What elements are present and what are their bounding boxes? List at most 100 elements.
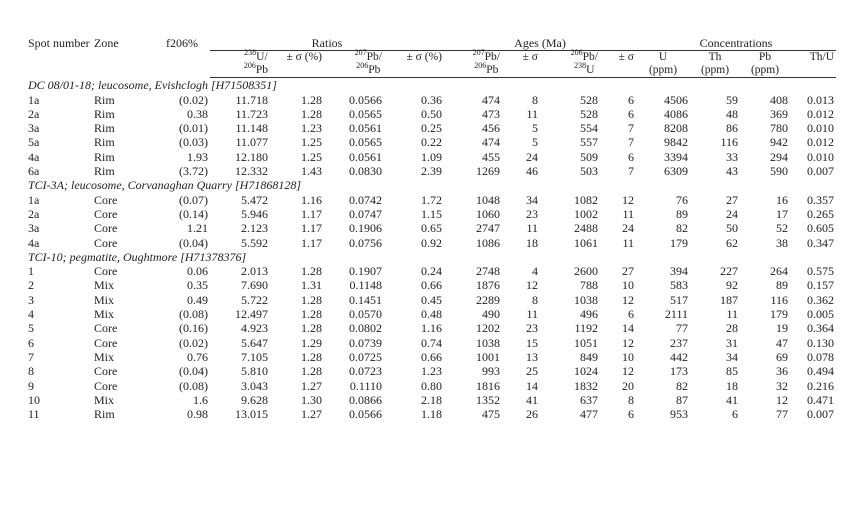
cell-age-207-206: 474 (482, 92, 500, 107)
cell-pb-ppm: 408 (770, 92, 788, 107)
cell-pb207-pb206: 0.0725 (349, 349, 382, 364)
cell-age-err-1: 11 (526, 307, 538, 322)
cell-u-ppm: 237 (670, 335, 688, 350)
header-th-u: Th/U (790, 50, 836, 79)
cell-age-err-1: 41 (526, 392, 538, 407)
cell-spot: 11 (28, 407, 40, 422)
cell-zone: Core (94, 221, 118, 236)
cell-u-ppm: 8208 (664, 121, 688, 136)
cell-age-207-206: 1038 (476, 335, 500, 350)
cell-ratio-err-2: 2.18 (421, 392, 442, 407)
cell-th-ppm: 34 (726, 349, 738, 364)
cell-pb207-pb206: 0.0830 (349, 164, 382, 179)
cell-age-err-2: 10 (622, 278, 634, 293)
cell-age-err-1: 8 (532, 92, 538, 107)
cell-u-ppm: 4506 (664, 92, 688, 107)
cell-spot: 4a (28, 149, 40, 164)
cell-th-u: 0.357 (807, 192, 834, 207)
cell-spot: 2a (28, 206, 40, 221)
cell-age-err-1: 15 (526, 335, 538, 350)
cell-ratio-err-2: 0.22 (421, 135, 442, 150)
cell-age-err-1: 5 (532, 121, 538, 136)
cell-f206: (0.08) (179, 378, 208, 393)
cell-age-206-238: 637 (580, 392, 598, 407)
cell-ratio-err-2: 0.74 (421, 335, 442, 350)
cell-age-207-206: 2747 (476, 221, 500, 236)
cell-th-u: 0.010 (807, 121, 834, 136)
cell-ratio-err-2: 0.36 (421, 92, 442, 107)
table-body: DC 08/01-18; leucosome, Evishclogh [H715… (26, 78, 836, 422)
cell-th-u: 0.216 (807, 378, 834, 393)
cell-th-u: 0.010 (807, 149, 834, 164)
cell-f206: (0.07) (179, 192, 208, 207)
cell-ratio-err-1: 1.25 (301, 149, 322, 164)
cell-th-ppm: 6 (732, 407, 738, 422)
cell-u-ppm: 442 (670, 349, 688, 364)
cell-age-err-2: 27 (622, 264, 634, 279)
cell-u238-pb206: 5.472 (241, 192, 268, 207)
header-ratio-error-2: ± σ (%) (384, 50, 444, 79)
header-f206: f206% (166, 36, 198, 50)
cell-pb207-pb206: 0.1906 (349, 221, 382, 236)
cell-age-err-2: 7 (628, 135, 634, 150)
cell-zone: Rim (94, 149, 115, 164)
cell-u-ppm: 6309 (664, 164, 688, 179)
cell-u238-pb206: 11.148 (235, 121, 268, 136)
cell-age-207-206: 1060 (476, 206, 500, 221)
cell-th-ppm: 227 (720, 264, 738, 279)
cell-age-err-2: 6 (628, 106, 634, 121)
table-row: 5 Core (0.16) 4.923 1.28 0.0802 1.16 1202 23 1192… (26, 321, 836, 335)
cell-age-207-206: 2289 (476, 292, 500, 307)
cell-pb207-pb206: 0.0866 (349, 392, 382, 407)
cell-zone: Core (94, 235, 118, 250)
cell-age-err-2: 7 (628, 121, 634, 136)
cell-age-206-238: 1038 (574, 292, 598, 307)
cell-th-ppm: 62 (726, 235, 738, 250)
cell-th-ppm: 28 (726, 321, 738, 336)
cell-pb-ppm: 116 (770, 292, 788, 307)
cell-age-207-206: 490 (482, 307, 500, 322)
cell-u238-pb206: 3.043 (241, 378, 268, 393)
cell-zone: Rim (94, 92, 115, 107)
cell-zone: Mix (94, 307, 115, 322)
cell-spot: 5 (28, 321, 34, 336)
cell-age-err-1: 13 (526, 349, 538, 364)
cell-th-ppm: 33 (726, 149, 738, 164)
header-age-207-206: 207Pb/206Pb (444, 49, 502, 79)
section-title: DC 08/01-18; leucosome, Evishclogh [H715… (28, 78, 277, 93)
cell-age-err-1: 23 (526, 321, 538, 336)
cell-th-ppm: 85 (726, 364, 738, 379)
cell-age-207-206: 1086 (476, 235, 500, 250)
cell-age-207-206: 473 (482, 106, 500, 121)
cell-zone: Mix (94, 278, 115, 293)
table-row: 1a Rim (0.02) 11.718 1.28 0.0566 0.36 474 8 528 6 4… (26, 93, 836, 107)
cell-th-ppm: 31 (726, 335, 738, 350)
cell-u238-pb206: 2.013 (241, 264, 268, 279)
cell-u-ppm: 87 (676, 392, 688, 407)
cell-age-206-238: 1832 (574, 378, 598, 393)
cell-ratio-err-1: 1.28 (301, 364, 322, 379)
cell-f206: (0.02) (179, 92, 208, 107)
cell-age-err-2: 14 (622, 321, 634, 336)
header-age-206-238: 206Pb/238U (540, 49, 600, 79)
cell-u238-pb206: 5.647 (241, 335, 268, 350)
cell-ratio-err-2: 1.09 (421, 149, 442, 164)
cell-ratio-err-1: 1.28 (301, 292, 322, 307)
cell-th-u: 0.012 (807, 106, 834, 121)
cell-age-206-238: 1082 (574, 192, 598, 207)
cell-age-206-238: 554 (580, 121, 598, 136)
cell-th-ppm: 92 (726, 278, 738, 293)
cell-age-err-1: 14 (526, 378, 538, 393)
cell-age-207-206: 1001 (476, 349, 500, 364)
cell-th-ppm: 18 (726, 378, 738, 393)
cell-pb-ppm: 942 (770, 135, 788, 150)
cell-pb-ppm: 179 (770, 307, 788, 322)
cell-th-ppm: 116 (720, 135, 738, 150)
cell-u-ppm: 179 (670, 235, 688, 250)
table-row: 3a Rim (0.01) 11.148 1.23 0.0561 0.25 456 5 554 7 8… (26, 121, 836, 135)
cell-spot: 9 (28, 378, 34, 393)
cell-u-ppm: 76 (676, 192, 688, 207)
cell-ratio-err-2: 1.23 (421, 364, 442, 379)
table-row: 3 Mix 0.49 5.722 1.28 0.1451 0.45 2289 8 1038 12 51… (26, 293, 836, 307)
cell-pb-ppm: 77 (776, 407, 788, 422)
